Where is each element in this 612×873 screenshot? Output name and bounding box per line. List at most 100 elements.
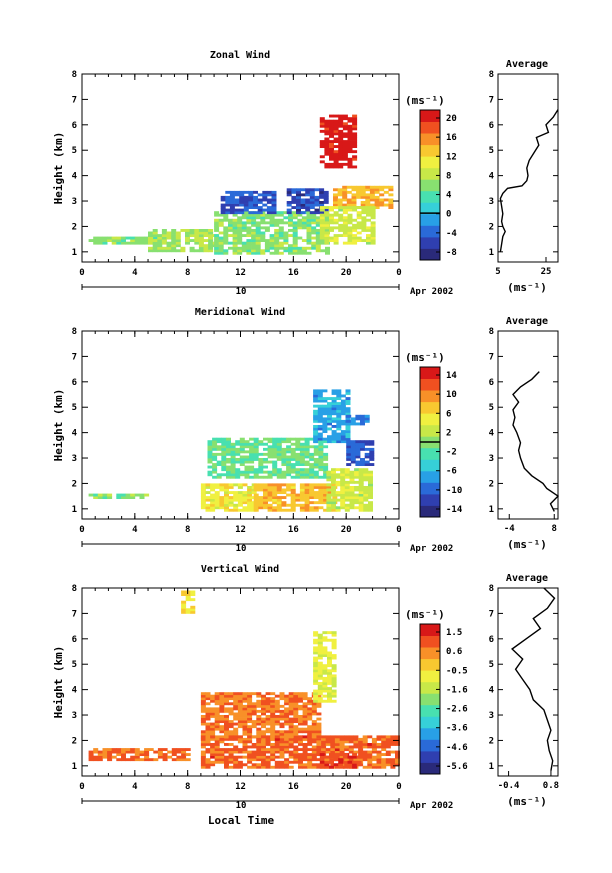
- heatmap-cell: [317, 671, 323, 675]
- heatmap-cell: [224, 755, 229, 759]
- heatmap-cell: [210, 503, 216, 507]
- heatmap-cell: [324, 140, 330, 143]
- heatmap-cell: [210, 725, 216, 729]
- heatmap-cell: [350, 419, 356, 423]
- heatmap-cell: [214, 740, 220, 744]
- heatmap-cell: [263, 496, 268, 499]
- heatmap-cell: [212, 455, 218, 459]
- heatmap-cell: [253, 195, 258, 199]
- heatmap-cell: [216, 460, 222, 464]
- y-tick-label: 5: [72, 146, 77, 156]
- heatmap-cell: [276, 458, 282, 461]
- heatmap-cell: [356, 195, 362, 199]
- colorbar-tick-label: -0.5: [446, 666, 468, 676]
- heatmap-cell: [340, 478, 346, 482]
- heatmap-cell: [362, 735, 368, 739]
- heatmap-cell: [262, 198, 268, 202]
- heatmap-cell: [214, 715, 220, 718]
- heatmap-cell: [327, 638, 332, 642]
- heatmap-cell: [319, 236, 325, 240]
- heatmap-cell: [360, 445, 365, 449]
- heatmap-cell: [369, 463, 375, 466]
- heatmap-cell: [333, 145, 339, 148]
- heatmap-cell: [233, 508, 239, 512]
- heatmap-cell: [210, 763, 216, 767]
- heatmap-cell: [203, 229, 209, 232]
- heatmap-cell: [355, 422, 361, 426]
- heatmap-cell: [307, 727, 313, 731]
- heatmap-cell: [299, 470, 305, 474]
- heatmap-cell: [274, 735, 280, 739]
- heatmap-cell: [366, 208, 371, 212]
- heatmap-cell: [247, 486, 253, 489]
- heatmap-cell: [248, 190, 254, 194]
- heatmap-cell: [298, 720, 303, 723]
- heatmap-cell: [230, 450, 236, 454]
- heatmap-cell: [270, 765, 276, 769]
- heatmap-cell: [224, 717, 229, 721]
- heatmap-cell: [311, 750, 317, 754]
- heatmap-cell: [166, 231, 172, 235]
- heatmap-cell: [342, 188, 348, 192]
- heatmap-cell: [290, 437, 296, 441]
- heatmap-cell: [233, 699, 239, 703]
- heatmap-cell: [317, 666, 323, 670]
- heatmap-cell: [219, 488, 225, 492]
- heatmap-cell: [111, 236, 117, 240]
- profile-line: [499, 109, 559, 252]
- heatmap-cell: [374, 203, 380, 207]
- heatmap-cell: [290, 501, 296, 505]
- heatmap-cell: [218, 221, 224, 225]
- heatmap-cell: [293, 730, 299, 734]
- heatmap-cell: [208, 239, 214, 242]
- heatmap-cell: [181, 593, 187, 596]
- heatmap-cell: [298, 758, 303, 762]
- heatmap-cell: [251, 720, 257, 723]
- heatmap-cell: [317, 697, 323, 701]
- heatmap-cell: [345, 430, 351, 433]
- heatmap-cell: [327, 674, 332, 678]
- heatmap-cell: [347, 162, 353, 166]
- heatmap-cell: [218, 218, 224, 222]
- heatmap-cell: [207, 447, 213, 451]
- heatmap-cell: [307, 702, 313, 706]
- heatmap-cell: [322, 427, 328, 431]
- heatmap-cell: [301, 216, 307, 220]
- profile-frame: [497, 73, 559, 263]
- heatmap-cell: [242, 725, 248, 729]
- heatmap-cell: [293, 735, 299, 739]
- colorbar-segment: [420, 493, 440, 506]
- heatmap-cell: [261, 763, 266, 767]
- heatmap-cell: [349, 478, 355, 482]
- heatmap-cell: [313, 447, 319, 451]
- heatmap-cell: [340, 399, 346, 403]
- y-tick-label: 4: [72, 686, 78, 696]
- heatmap-cell: [134, 758, 140, 762]
- heatmap-cell: [321, 748, 327, 751]
- heatmap-cell: [363, 486, 369, 489]
- heatmap-cell: [214, 496, 220, 499]
- heatmap-cell: [148, 231, 153, 235]
- y-tick-label: 1: [72, 505, 77, 515]
- heatmap-cell: [316, 727, 322, 731]
- heatmap-cell: [304, 468, 310, 472]
- heatmap-cell: [322, 419, 328, 423]
- heatmap-cell: [356, 223, 362, 227]
- heatmap-cell: [262, 190, 268, 194]
- heatmap-cell: [338, 758, 344, 762]
- heatmap-cell: [97, 239, 103, 242]
- heatmap-cell: [295, 496, 301, 499]
- heatmap-cell: [247, 730, 253, 734]
- colorbar-segment: [420, 378, 440, 391]
- heatmap-cell: [281, 491, 287, 494]
- heatmap-cell: [107, 236, 113, 240]
- profile-y-tick-label: 7: [489, 95, 494, 105]
- heatmap-cell: [153, 236, 159, 240]
- heatmap-cell: [351, 198, 357, 202]
- heatmap-cell: [216, 452, 222, 456]
- heatmap-cell: [324, 162, 330, 166]
- heatmap-cell: [315, 223, 321, 227]
- colorbar-tick-label: -2.6: [446, 705, 468, 715]
- heatmap-cell: [107, 758, 113, 762]
- heatmap-cell: [340, 498, 346, 502]
